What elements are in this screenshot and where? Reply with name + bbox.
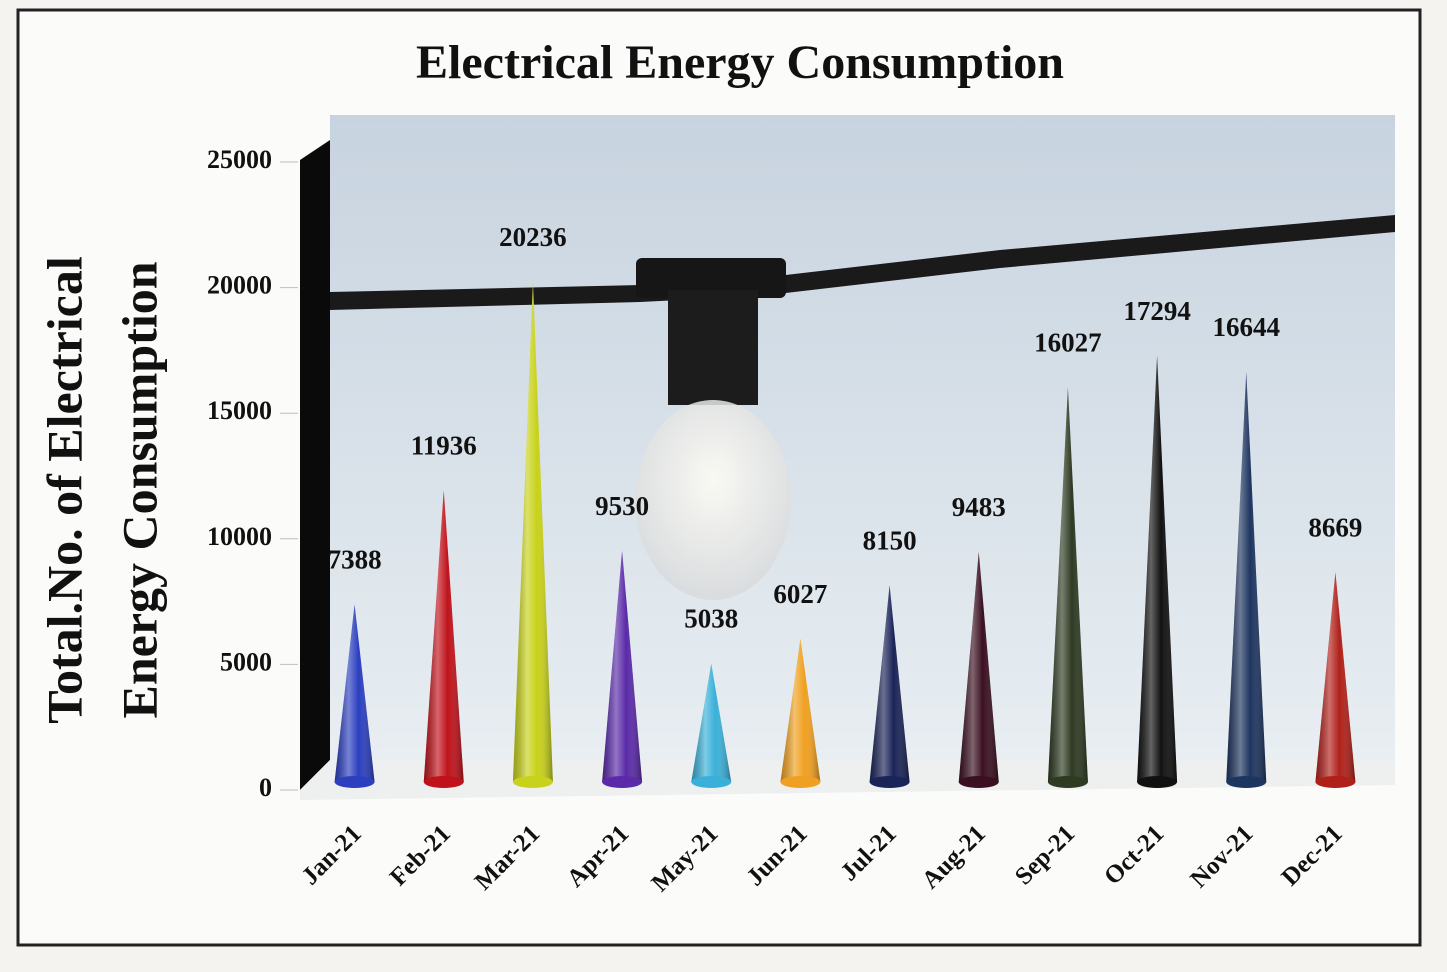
data-label: 6027 (773, 579, 827, 609)
bulb-decoration (635, 400, 791, 600)
data-label: 9483 (952, 492, 1006, 522)
data-label: 9530 (595, 491, 649, 521)
y-tick-label: 25000 (207, 145, 272, 174)
cone-base (602, 776, 642, 788)
data-label: 20236 (499, 222, 567, 252)
socket-decoration (668, 290, 758, 405)
cone-base (1226, 776, 1266, 788)
data-label: 8669 (1308, 512, 1362, 542)
chart: Electrical Energy Consumption Total.No. … (0, 0, 1447, 967)
data-label: 5038 (684, 604, 738, 634)
data-label: 16644 (1213, 312, 1281, 342)
data-label: 11936 (411, 430, 477, 460)
side-wall (300, 140, 330, 790)
y-tick-label: 15000 (207, 396, 272, 425)
cone-base (691, 776, 731, 788)
data-label: 16027 (1034, 328, 1102, 358)
cone-base (1048, 776, 1088, 788)
data-label: 17294 (1123, 296, 1191, 326)
cone-base (424, 776, 464, 788)
page: {"chart_data": {"type": "cone-bar", "tit… (0, 0, 1447, 967)
chart-title: Electrical Energy Consumption (416, 36, 1064, 89)
cone-base (1137, 776, 1177, 788)
cone-base (959, 776, 999, 788)
cone-base (335, 776, 375, 788)
y-tick-label: 0 (259, 773, 272, 802)
cone-base (870, 776, 910, 788)
cone-base (1315, 776, 1355, 788)
cone-base (513, 776, 553, 788)
cone-base (780, 776, 820, 788)
y-tick-label: 20000 (207, 271, 272, 300)
data-label: 7388 (328, 545, 382, 575)
data-label: 8150 (863, 525, 917, 555)
y-tick-label: 10000 (207, 522, 272, 551)
y-axis-label: Total.No. of Electrical (36, 256, 92, 724)
y-axis-label: Energy Consumption (111, 261, 167, 718)
y-tick-label: 5000 (220, 647, 272, 676)
